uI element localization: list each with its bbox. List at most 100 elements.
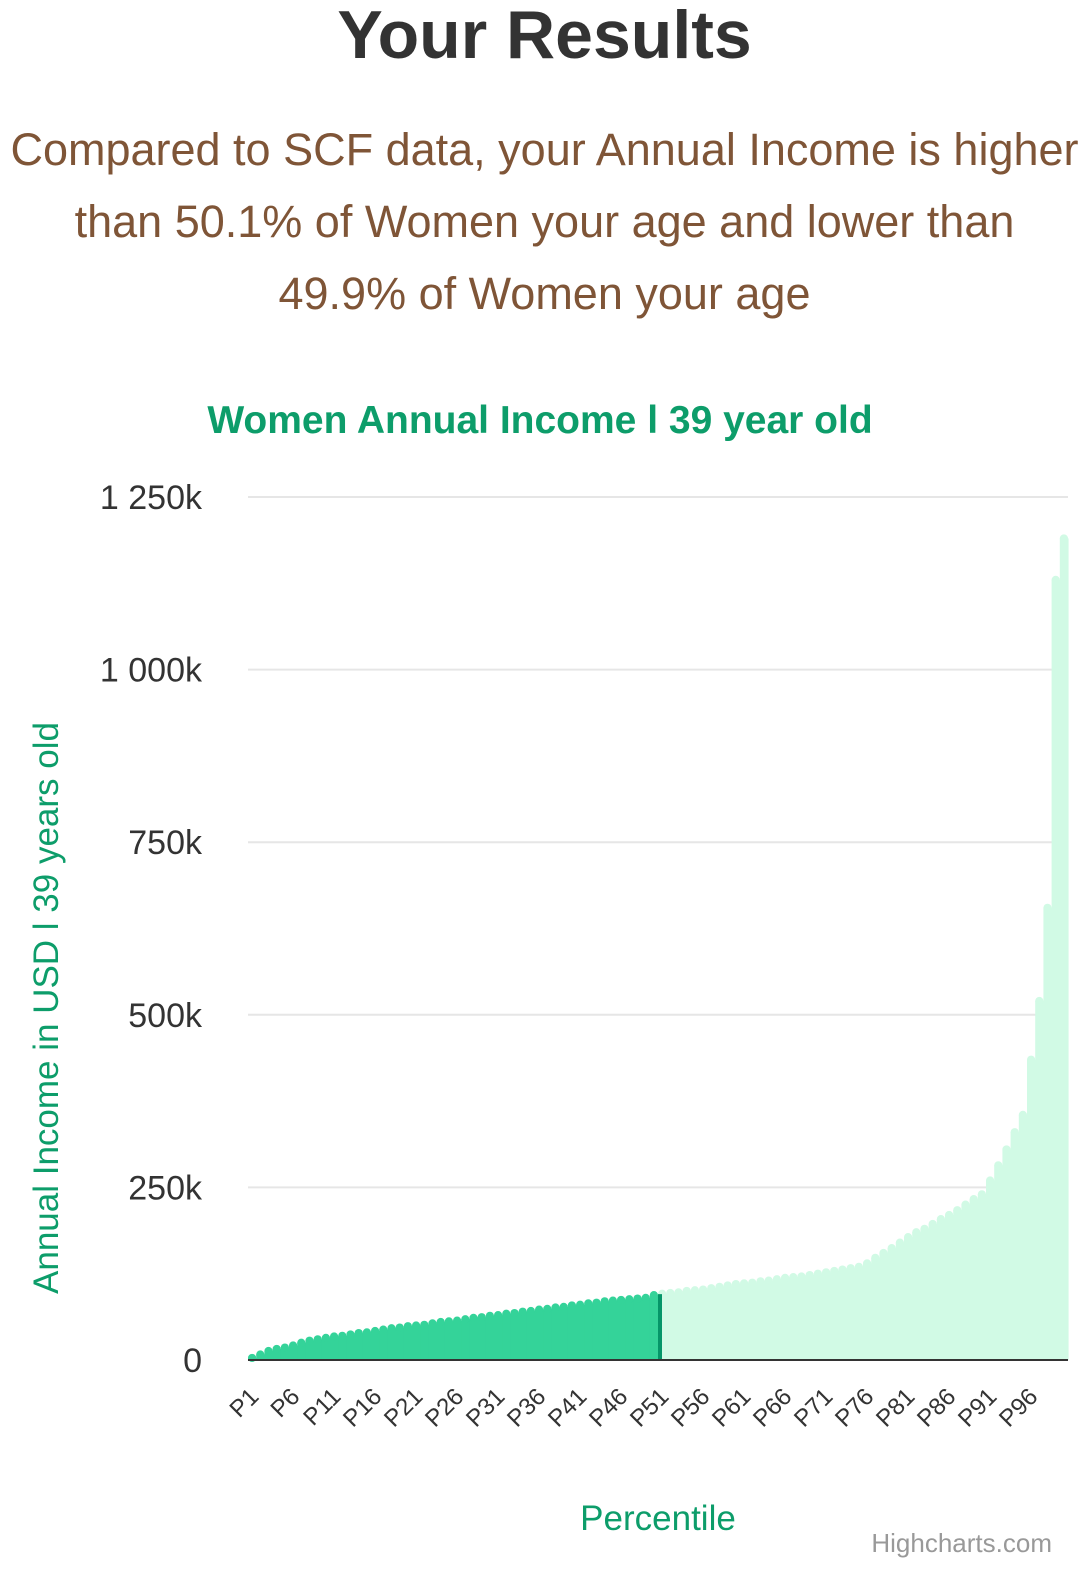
bar-above[interactable] [813, 1273, 823, 1360]
bar-below[interactable] [600, 1301, 610, 1360]
bar-below[interactable] [321, 1337, 331, 1360]
bar-above[interactable] [945, 1215, 954, 1360]
bar-above[interactable] [822, 1272, 831, 1360]
bar-above[interactable] [699, 1289, 708, 1360]
bar-above[interactable] [887, 1248, 897, 1360]
bar-above[interactable] [740, 1283, 749, 1360]
bar-above[interactable] [838, 1269, 848, 1360]
bar-below[interactable] [502, 1313, 511, 1360]
chart-credits[interactable]: Highcharts.com [871, 1528, 1052, 1558]
bar-below[interactable] [649, 1295, 659, 1360]
bar-above[interactable] [682, 1290, 692, 1360]
bar-below[interactable] [535, 1309, 544, 1360]
bar-below[interactable] [625, 1299, 634, 1360]
bar-below[interactable] [330, 1336, 339, 1360]
bar-above[interactable] [977, 1194, 987, 1360]
bar-above[interactable] [789, 1277, 798, 1360]
bar-below[interactable] [477, 1317, 487, 1360]
bar-below[interactable] [289, 1345, 298, 1360]
bar-above[interactable] [871, 1257, 880, 1360]
bar-above[interactable] [969, 1199, 979, 1360]
bar-above[interactable] [879, 1252, 889, 1360]
bar-below[interactable] [420, 1324, 429, 1360]
bar-above[interactable] [1027, 1059, 1036, 1360]
bar-below[interactable] [272, 1348, 282, 1360]
bar-below[interactable] [436, 1322, 446, 1360]
bar-below[interactable] [518, 1311, 528, 1360]
bar-above[interactable] [756, 1281, 766, 1360]
bar-above[interactable] [797, 1276, 807, 1360]
bar-below[interactable] [567, 1305, 577, 1360]
bar-below[interactable] [543, 1308, 552, 1360]
bar-below[interactable] [264, 1351, 274, 1360]
bar-below[interactable] [428, 1323, 438, 1360]
bar-below[interactable] [551, 1307, 561, 1360]
bar-above[interactable] [904, 1237, 913, 1360]
bar-below[interactable] [354, 1333, 364, 1360]
bar-above[interactable] [936, 1219, 946, 1360]
bar-above[interactable] [731, 1284, 741, 1360]
bar-above[interactable] [658, 1293, 667, 1360]
bar-below[interactable] [280, 1347, 290, 1360]
bar-above[interactable] [1018, 1114, 1028, 1360]
bar-above[interactable] [928, 1223, 938, 1360]
bar-below[interactable] [395, 1327, 405, 1360]
bar-below[interactable] [633, 1298, 643, 1360]
bar-above[interactable] [690, 1290, 700, 1360]
bar-above[interactable] [772, 1279, 782, 1360]
bar-below[interactable] [617, 1299, 626, 1360]
bar-below[interactable] [584, 1303, 593, 1360]
bar-above[interactable] [1043, 907, 1053, 1360]
bar-below[interactable] [461, 1319, 470, 1360]
bar-below[interactable] [485, 1315, 495, 1360]
bar-below[interactable] [297, 1342, 306, 1360]
bar-above[interactable] [854, 1266, 864, 1360]
bar-above[interactable] [707, 1288, 716, 1360]
bar-above[interactable] [895, 1242, 905, 1360]
bar-below[interactable] [494, 1315, 503, 1360]
bar-below[interactable] [469, 1317, 479, 1360]
bar-above[interactable] [1035, 1000, 1044, 1360]
bar-above[interactable] [674, 1292, 684, 1360]
bar-above[interactable] [781, 1277, 790, 1360]
bar-above[interactable] [1002, 1149, 1012, 1360]
bar-below[interactable] [371, 1331, 380, 1360]
bar-below[interactable] [412, 1325, 421, 1360]
bar-above[interactable] [912, 1232, 921, 1360]
bar-above[interactable] [1059, 538, 1069, 1360]
bar-above[interactable] [1010, 1132, 1020, 1360]
bar-below[interactable] [338, 1335, 347, 1360]
bar-below[interactable] [559, 1306, 569, 1360]
bar-above[interactable] [863, 1263, 872, 1360]
bar-above[interactable] [764, 1280, 774, 1360]
bar-below[interactable] [453, 1320, 462, 1360]
bar-above[interactable] [1051, 579, 1061, 1360]
bar-above[interactable] [953, 1210, 962, 1360]
bar-above[interactable] [961, 1204, 971, 1360]
bar-above[interactable] [846, 1268, 856, 1360]
bar-below[interactable] [526, 1310, 536, 1360]
bar-above[interactable] [723, 1285, 733, 1360]
bar-below[interactable] [379, 1329, 388, 1360]
bar-below[interactable] [444, 1321, 454, 1360]
bar-above[interactable] [805, 1275, 815, 1360]
bar-above[interactable] [994, 1165, 1003, 1360]
bar-below[interactable] [576, 1304, 585, 1360]
bar-cap [830, 1266, 839, 1276]
bar-above[interactable] [715, 1286, 725, 1360]
bar-below[interactable] [403, 1326, 413, 1360]
bar-below[interactable] [313, 1339, 323, 1360]
bar-above[interactable] [920, 1228, 930, 1360]
bar-above[interactable] [986, 1180, 995, 1360]
bar-below[interactable] [346, 1334, 356, 1360]
bar-below[interactable] [641, 1297, 651, 1360]
bar-above[interactable] [830, 1270, 839, 1360]
bar-below[interactable] [510, 1313, 520, 1360]
bar-below[interactable] [592, 1302, 602, 1360]
bar-below[interactable] [362, 1332, 372, 1360]
bar-below[interactable] [387, 1328, 397, 1360]
bar-above[interactable] [748, 1282, 757, 1360]
bar-above[interactable] [666, 1293, 675, 1360]
bar-below[interactable] [608, 1300, 618, 1360]
bar-below[interactable] [305, 1340, 315, 1360]
